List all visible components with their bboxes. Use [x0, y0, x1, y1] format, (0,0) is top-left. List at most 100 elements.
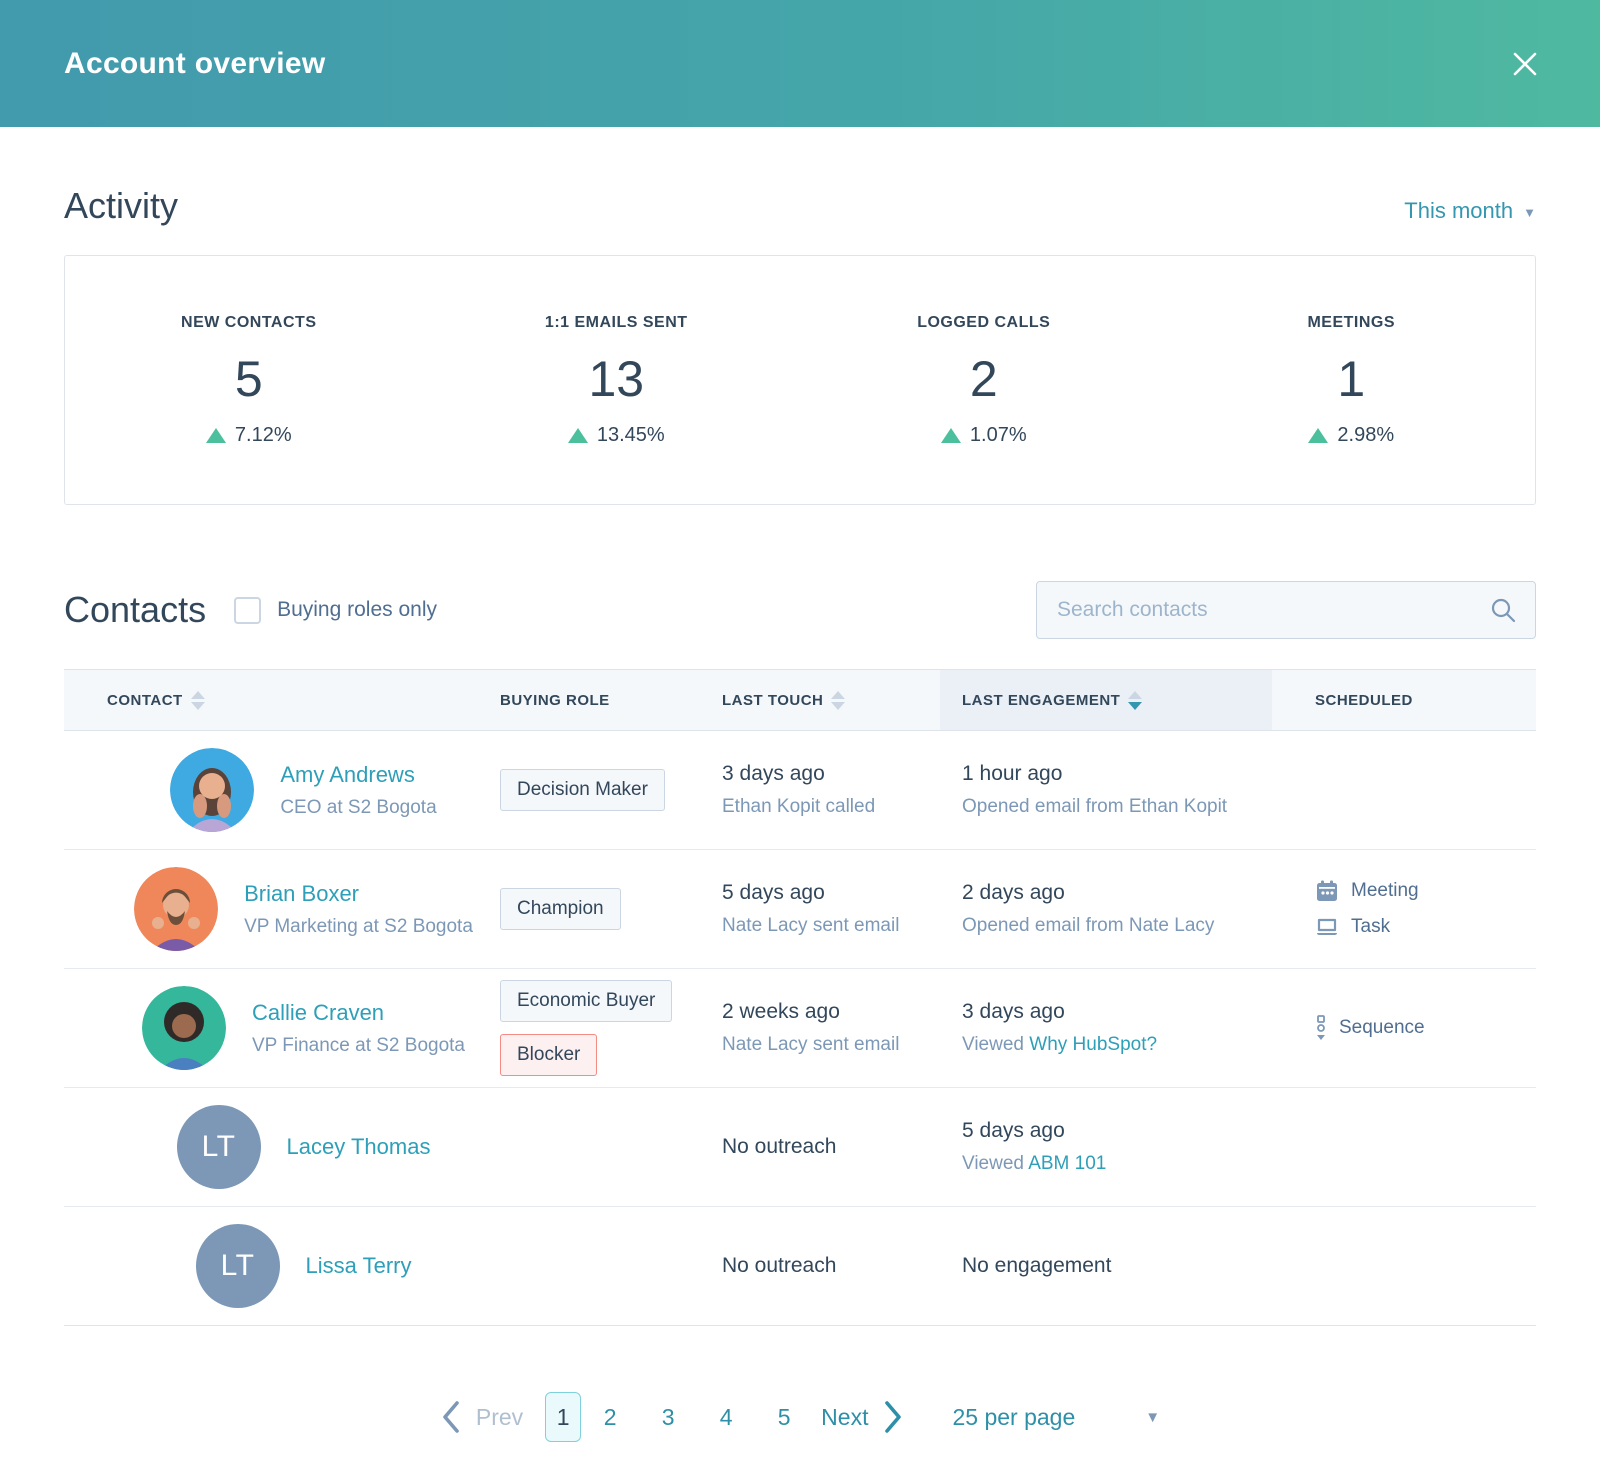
period-selector[interactable]: This month ▼ [1404, 198, 1536, 224]
stat-label: NEW CONTACTS [181, 313, 317, 331]
buying-role-cell: Decision Maker [500, 769, 722, 811]
avatar[interactable] [170, 748, 255, 832]
sort-icon[interactable] [831, 690, 846, 710]
scheduled-cell: Sequence [1272, 1015, 1536, 1041]
scheduled-task: Task [1315, 915, 1390, 939]
scheduled-cell: Meeting Task [1272, 879, 1536, 939]
pagination-page-1-current[interactable]: 1 [545, 1392, 582, 1442]
stat-delta: 2.98% [1168, 424, 1536, 447]
role-badge-blocker: Blocker [500, 1034, 598, 1076]
engagement-link[interactable]: ABM 101 [1028, 1153, 1107, 1174]
column-header-last-engagement[interactable]: LAST ENGAGEMENT [940, 670, 1272, 730]
pagination-page-5[interactable]: 5 [777, 1403, 791, 1430]
stat-value: 13 [588, 350, 645, 407]
contact-name-link[interactable]: Lissa Terry [305, 1253, 412, 1278]
modal-title: Account overview [64, 46, 326, 80]
stat-delta: 7.12% [65, 424, 433, 447]
table-row: LT Lissa Terry No outreach No engagement [64, 1207, 1536, 1326]
stat-emails-sent: 1:1 EMAILS SENT 13 13.45% [433, 314, 801, 447]
stat-new-contacts: NEW CONTACTS 5 7.12% [65, 314, 433, 447]
avatar-initials[interactable]: LT [176, 1105, 261, 1189]
activity-heading: Activity [64, 185, 179, 226]
scheduled-sequence: Sequence [1315, 1015, 1425, 1041]
last-touch-cell: 3 days ago Ethan Kopit called [722, 762, 876, 817]
scheduled-meeting: Meeting [1315, 879, 1419, 903]
avatar[interactable] [134, 867, 219, 951]
role-badge: Decision Maker [500, 769, 665, 811]
triangle-up-icon [1308, 427, 1329, 443]
last-touch-cell: 5 days ago Nate Lacy sent email [722, 881, 900, 936]
search-input[interactable] [1057, 598, 1489, 622]
pagination: Prev 1 2 3 4 5 Next 25 per page ▼ [64, 1392, 1536, 1442]
role-badge: Champion [500, 888, 621, 930]
last-engagement-cell: 5 days ago Viewed ABM 101 [962, 1119, 1107, 1174]
last-engagement-cell: 3 days ago Viewed Why HubSpot? [962, 1000, 1158, 1055]
table-header-row: CONTACT BUYING ROLE LAST TOUCH LAST ENGA… [64, 669, 1536, 731]
per-page-selector[interactable]: 25 per page [952, 1403, 1076, 1430]
contacts-table: CONTACT BUYING ROLE LAST TOUCH LAST ENGA… [64, 669, 1536, 1326]
avatar-initials[interactable]: LT [195, 1224, 280, 1308]
table-row: Callie Craven VP Finance at S2 Bogota Ec… [64, 969, 1536, 1088]
contact-name-link[interactable]: Callie Craven [251, 999, 385, 1025]
buying-role-cell: Champion [500, 888, 722, 930]
engagement-link[interactable]: Why HubSpot? [1029, 1034, 1158, 1055]
stat-label: 1:1 EMAILS SENT [544, 313, 688, 331]
stat-delta: 13.45% [433, 424, 801, 447]
table-row: LT Lacey Thomas No outreach 5 days ago V… [64, 1088, 1536, 1207]
contact-search-box[interactable] [1036, 581, 1536, 639]
sort-icon-descending[interactable] [1128, 690, 1143, 710]
task-icon [1317, 918, 1337, 935]
contact-name-link[interactable]: Brian Boxer [244, 880, 360, 906]
pagination-page-2[interactable]: 2 [603, 1403, 617, 1430]
buying-roles-label: Buying roles only [277, 598, 437, 621]
stat-label: LOGGED CALLS [917, 313, 1051, 331]
search-icon [1491, 598, 1516, 623]
close-button[interactable] [1508, 47, 1542, 81]
column-header-last-touch[interactable]: LAST TOUCH [722, 670, 940, 730]
chevron-down-icon[interactable]: ▼ [1145, 1408, 1161, 1426]
table-row: Brian Boxer VP Marketing at S2 Bogota Ch… [64, 850, 1536, 969]
pagination-page-4[interactable]: 4 [719, 1403, 733, 1430]
chevron-left-icon[interactable] [440, 1400, 462, 1434]
buying-roles-checkbox[interactable] [234, 596, 262, 624]
stat-label: MEETINGS [1307, 313, 1396, 331]
stat-delta: 1.07% [800, 424, 1168, 447]
contact-cell: LT Lissa Terry [64, 1224, 500, 1308]
pagination-next[interactable]: Next [821, 1403, 869, 1430]
contact-name-link[interactable]: Amy Andrews [280, 761, 415, 787]
activity-stats-card: NEW CONTACTS 5 7.12% 1:1 EMAILS SENT 13 … [64, 255, 1536, 505]
pagination-page-3[interactable]: 3 [661, 1403, 675, 1430]
period-label: This month [1404, 198, 1514, 223]
contact-cell: Amy Andrews CEO at S2 Bogota [64, 748, 500, 832]
contact-cell: LT Lacey Thomas [64, 1105, 500, 1189]
buying-roles-filter[interactable]: Buying roles only [234, 596, 437, 624]
modal-header: Account overview [0, 0, 1600, 127]
close-icon [1513, 52, 1537, 75]
pagination-prev[interactable]: Prev [475, 1403, 524, 1430]
last-engagement-cell: No engagement [962, 1254, 1112, 1277]
avatar[interactable] [141, 986, 226, 1070]
contact-title: VP Finance at S2 Bogota [251, 1034, 466, 1056]
stat-value: 2 [969, 350, 998, 407]
column-header-contact[interactable]: CONTACT [64, 670, 500, 730]
role-badge: Economic Buyer [500, 980, 673, 1022]
contacts-heading: Contacts [64, 589, 207, 630]
sequence-icon [1317, 1015, 1325, 1040]
last-touch-cell: No outreach [722, 1135, 837, 1158]
sort-icon[interactable] [190, 690, 205, 710]
last-touch-cell: No outreach [722, 1254, 837, 1277]
chevron-down-icon: ▼ [1523, 204, 1536, 220]
column-header-scheduled: SCHEDULED [1315, 691, 1413, 709]
contact-title: VP Marketing at S2 Bogota [244, 915, 473, 937]
last-engagement-cell: 2 days ago Opened email from Nate Lacy [962, 881, 1215, 936]
table-row: Amy Andrews CEO at S2 Bogota Decision Ma… [64, 731, 1536, 850]
stat-meetings: MEETINGS 1 2.98% [1168, 314, 1536, 447]
triangle-up-icon [205, 427, 226, 443]
triangle-up-icon [567, 427, 588, 443]
stat-value: 1 [1337, 350, 1366, 407]
buying-role-cell: Economic Buyer Blocker [500, 980, 722, 1076]
column-header-buying-role: BUYING ROLE [500, 691, 610, 709]
contact-title: CEO at S2 Bogota [280, 796, 437, 818]
contact-name-link[interactable]: Lacey Thomas [286, 1134, 431, 1159]
chevron-right-icon[interactable] [882, 1400, 904, 1434]
